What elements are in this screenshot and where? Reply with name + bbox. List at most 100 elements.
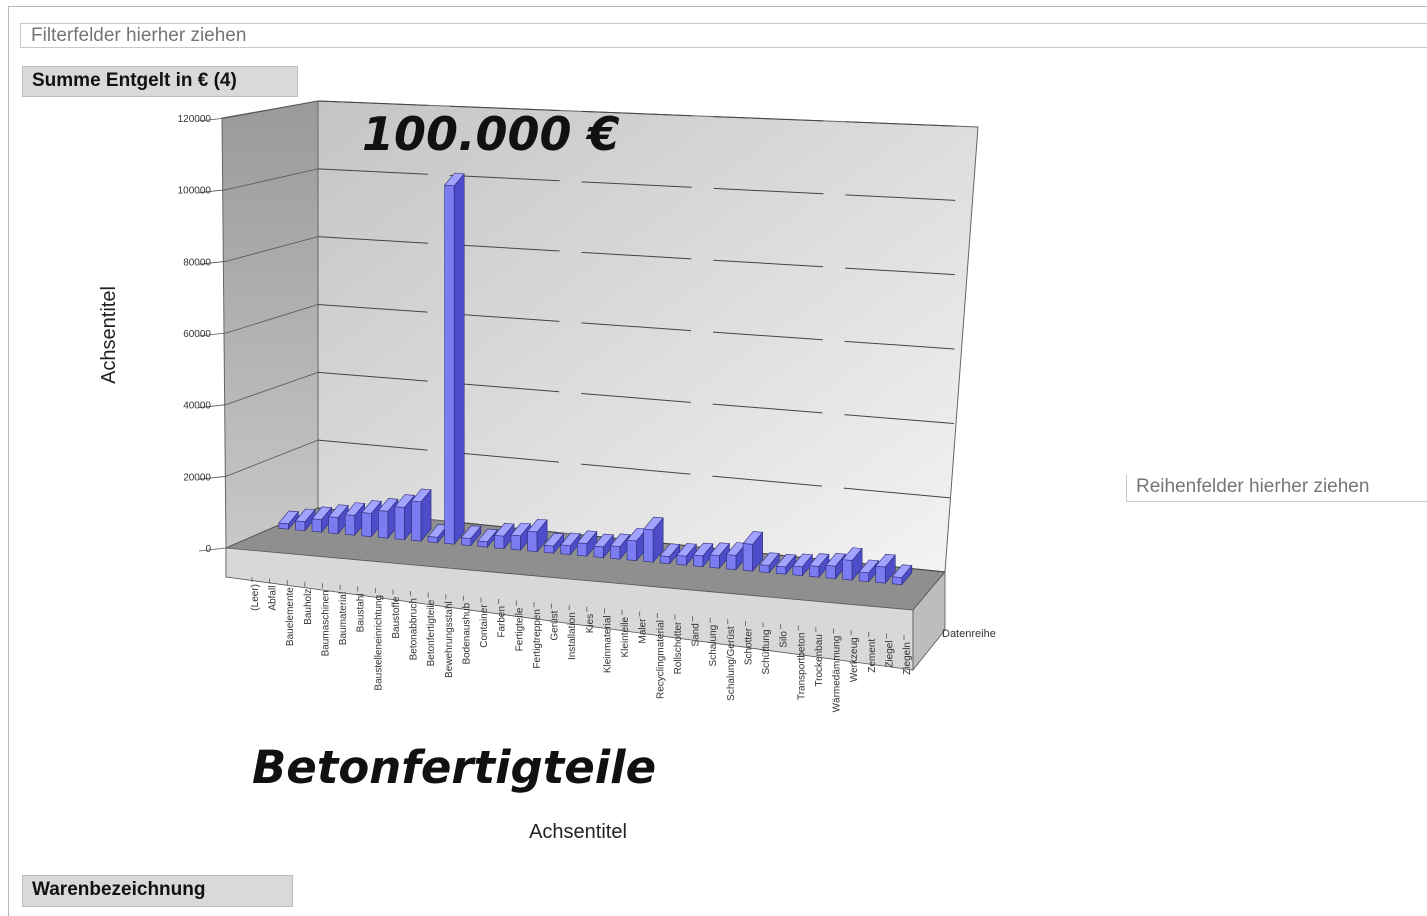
x-tick-label: Trockenbau <box>814 634 825 686</box>
x-tick-label: Ziegeln <box>902 642 913 675</box>
x-tick-label: Baumaterial <box>338 592 349 645</box>
bar-top <box>361 500 382 514</box>
bar-top <box>410 488 432 503</box>
chart-bar <box>410 488 432 542</box>
chart-bar <box>576 530 598 557</box>
x-tick-label: Kleinteile <box>620 616 631 657</box>
gridline-side <box>225 168 319 191</box>
bar-top <box>526 518 548 533</box>
series-drop-zone[interactable]: Reihenfelder hierher ziehen <box>1126 474 1427 502</box>
bar-top <box>825 552 847 567</box>
bar-top <box>510 522 532 537</box>
data-field-button[interactable]: Summe Entgelt in € (4) <box>22 66 298 97</box>
bar-front <box>626 539 637 561</box>
gridline-back <box>317 236 968 276</box>
bar-front <box>593 545 604 558</box>
gridline-side <box>225 304 319 334</box>
bar-front <box>676 555 687 566</box>
bar-front <box>693 554 704 567</box>
bar-front <box>842 559 853 581</box>
bar-front <box>378 510 389 539</box>
x-tick-label: Wärmedämmung <box>832 636 843 713</box>
bar-top <box>875 553 896 568</box>
bar-front <box>543 544 554 554</box>
bar-top <box>444 172 465 187</box>
bar-front <box>809 565 820 578</box>
x-tick-label: Bewehrungsstahl <box>444 601 455 678</box>
bar-front <box>610 545 621 560</box>
bar-front <box>560 544 571 555</box>
y-tick-mark <box>198 260 227 265</box>
y-tick-label: 40000 <box>183 401 211 412</box>
y-tick-label: 120000 <box>178 114 212 125</box>
bar-front <box>892 576 903 585</box>
bar-top <box>709 542 731 556</box>
y-tick-label: 100000 <box>178 186 212 197</box>
chart-bar <box>311 506 333 533</box>
x-tick-label: Werkzeug <box>849 637 860 682</box>
chart-bar <box>808 553 830 578</box>
chart-bar <box>742 531 764 572</box>
chart-bar <box>278 510 300 530</box>
y-tick-label: 60000 <box>183 329 211 340</box>
bar-top <box>609 533 631 547</box>
y-tick-label: 80000 <box>183 257 211 268</box>
gridline-side <box>225 236 319 262</box>
bar-front <box>344 514 356 536</box>
bar-top <box>576 530 598 544</box>
filter-drop-zone[interactable]: Filterfelder hierher ziehen <box>20 23 1427 48</box>
bar-front <box>792 565 803 576</box>
bar-top <box>493 522 515 537</box>
row-field-button[interactable]: Warenbezeichnung <box>22 875 293 907</box>
bar-top <box>460 525 482 539</box>
x-tick-label: Baustoffe <box>391 596 402 639</box>
x-tick-label: Bauelemente <box>285 587 296 646</box>
chart-bar <box>460 525 482 547</box>
y-axis-ticks: 0 20000 40000 60000 80000 100000 120000 <box>178 114 227 555</box>
bar-top <box>808 553 830 567</box>
gridline-side <box>225 100 319 119</box>
bar-front <box>709 554 720 569</box>
x-tick-label: (Leer) <box>250 584 261 611</box>
chart-bar <box>593 533 615 559</box>
bar-top <box>775 553 797 568</box>
x-tick-label: Kleinmaterial <box>602 615 613 673</box>
chart-bar <box>328 504 349 535</box>
chart-bar <box>560 532 581 556</box>
bar-top <box>792 553 813 568</box>
gridline-back <box>317 168 973 202</box>
bar-front <box>742 543 753 572</box>
chart-bar <box>543 532 565 554</box>
x-tick-label: Abfall <box>268 586 279 611</box>
gridline-back <box>317 100 979 128</box>
chart-bar <box>775 553 797 575</box>
chart-bar <box>444 172 465 545</box>
bar-top <box>543 532 565 547</box>
x-tick-label: Gerüst <box>550 610 561 640</box>
bar-top <box>394 494 416 508</box>
bar-front <box>510 534 521 551</box>
bar-top <box>328 504 349 518</box>
bar-front <box>726 554 737 570</box>
bar-front <box>444 184 455 545</box>
bar-top <box>692 542 714 557</box>
x-tick-label: Farben <box>497 606 508 638</box>
chart-bar <box>841 547 863 581</box>
bar-top <box>759 552 780 566</box>
bar-top <box>377 498 399 512</box>
chart-bar <box>643 516 664 563</box>
x-tick-label: Betonabbruch <box>409 598 420 660</box>
gridline-back <box>317 304 962 350</box>
y-tick-mark <box>198 117 227 122</box>
x-axis-title: Achsentitel <box>529 821 627 843</box>
x-tick-label: Zement <box>867 639 878 673</box>
chart-side-wall <box>221 100 319 549</box>
y-tick-mark <box>198 404 227 409</box>
bar-top <box>841 547 863 561</box>
gridline-side <box>225 439 319 477</box>
bar-front <box>858 571 869 582</box>
x-axis-tick-labels: (Leer) Abfall Bauelemente Bauholz Baumaschin… <box>250 577 913 712</box>
y-axis-title: Achsentitel <box>98 286 120 384</box>
depth-axis-label: Datenreihe <box>942 628 996 640</box>
